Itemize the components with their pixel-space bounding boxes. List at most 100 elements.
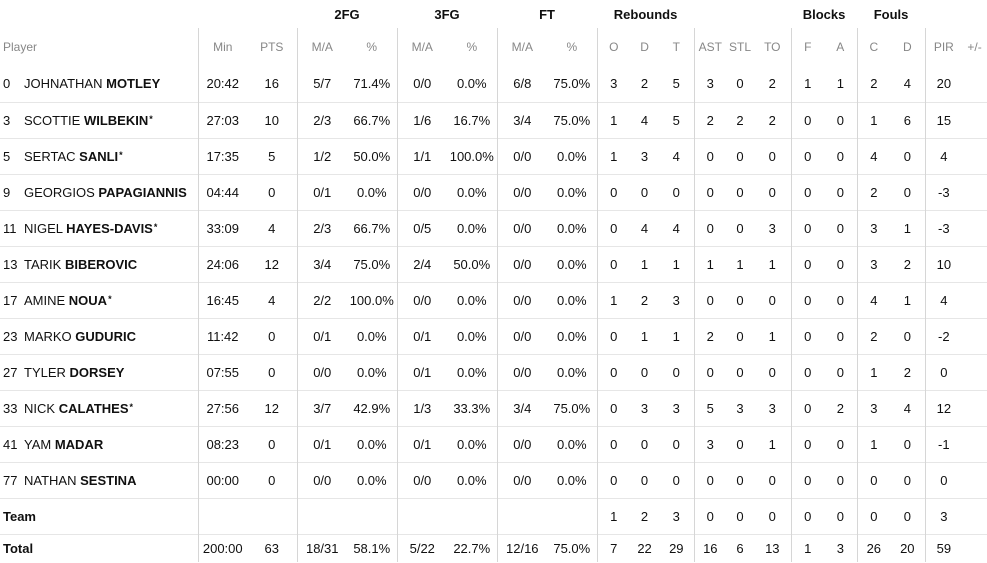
col-header-rebounds-total: T	[659, 28, 695, 66]
stat-blocks-against: 3	[824, 534, 858, 562]
stat-3fg-percent: 100.0%	[447, 138, 498, 174]
row-label-cell: Total	[0, 534, 199, 562]
stat-3fg-made-attempted	[397, 498, 447, 534]
stat-assists: 16	[703, 540, 718, 556]
player-cell[interactable]: 13 TARIK BIBEROVIC	[0, 246, 199, 282]
stat-min: 24:06	[206, 256, 240, 272]
stat-pts: 12	[247, 390, 298, 426]
group-header-blocks: Blocks	[802, 6, 846, 22]
stat-rebounds-defensive: 0	[640, 184, 649, 200]
player-cell[interactable]: 0 JOHNATHAN MOTLEY	[0, 66, 199, 102]
stat-rebounds-total: 29	[659, 534, 695, 562]
player-first-name: GEORGIOS	[24, 184, 95, 200]
stat-fouls-drawn: 4	[890, 66, 926, 102]
player-number: 27	[3, 364, 18, 380]
player-cell[interactable]: 9 GEORGIOS PAPAGIANNIS	[0, 174, 199, 210]
col-header-rebounds-offensive: O	[609, 40, 619, 54]
stat-ft-percent: 75.0%	[547, 390, 598, 426]
stat-3fg-percent: 22.7%	[447, 534, 498, 562]
stat-rebounds-total: 3	[659, 282, 695, 318]
stat-3fg-percent: 0.0%	[447, 426, 498, 462]
stat-ft-percent: 75.0%	[547, 66, 598, 102]
stat-rebounds-defensive: 3	[640, 400, 649, 416]
stat-fouls-committed: 1	[870, 436, 878, 452]
col-header-assists: AST	[698, 40, 722, 54]
stat-rebounds-defensive: 0	[640, 472, 649, 488]
player-first-name: NATHAN	[24, 472, 77, 488]
col-header-3fg-made-attempted: M/A	[411, 40, 433, 54]
stat-blocks-for: 0	[804, 472, 812, 488]
stat-pts: 0	[247, 426, 298, 462]
stat-2fg-made-attempted: 2/3	[313, 112, 332, 128]
stat-blocks-against: 0	[824, 426, 858, 462]
stat-pir: -3	[938, 184, 950, 200]
stat-assists: 3	[706, 76, 714, 92]
stat-min: 16:45	[206, 292, 240, 308]
stat-2fg-made-attempted: 3/4	[313, 256, 332, 272]
stat-min: 04:44	[206, 184, 240, 200]
stat-rebounds-defensive: 0	[640, 436, 649, 452]
player-cell[interactable]: 23 MARKO GUDURIC	[0, 318, 199, 354]
stat-ft-made-attempted: 0/0	[513, 184, 532, 200]
player-cell[interactable]: 77 NATHAN SESTINA	[0, 462, 199, 498]
stat-blocks-against: 0	[824, 498, 858, 534]
stat-2fg-made-attempted: 1/2	[313, 148, 332, 164]
player-cell[interactable]: 5 SERTAC SANLI*	[0, 138, 199, 174]
player-cell[interactable]: 17 AMINE NOUA*	[0, 282, 199, 318]
stat-rebounds-total: 5	[659, 66, 695, 102]
stat-plus-minus	[962, 210, 987, 246]
player-cell[interactable]: 41 YAM MADAR	[0, 426, 199, 462]
starter-mark: *	[108, 293, 112, 304]
stat-turnovers: 13	[754, 534, 792, 562]
player-row: 13 TARIK BIBEROVIC 24:06 12 3/4 75.0% 2/4 50.0%…	[0, 246, 987, 282]
stat-fouls-drawn: 0	[890, 426, 926, 462]
stat-3fg-percent: 0.0%	[447, 282, 498, 318]
player-last-name: DORSEY	[69, 364, 125, 380]
player-cell[interactable]: 33 NICK CALATHES*	[0, 390, 199, 426]
stat-turnovers: 0	[754, 498, 792, 534]
stat-steals: 0	[736, 184, 744, 200]
player-row: 11 NIGEL HAYES-DAVIS* 33:09 4 2/3 66.7% 0/5 0.0…	[0, 210, 987, 246]
boxscore-body: 0 JOHNATHAN MOTLEY 20:42 16 5/7 71.4% 0/0 0.0% 6…	[0, 66, 987, 562]
col-header-fouls-committed: C	[869, 40, 879, 54]
stat-rebounds-defensive: 1	[640, 256, 649, 272]
stat-turnovers: 0	[754, 174, 792, 210]
stat-2fg-made-attempted: 2/3	[313, 220, 332, 236]
player-first-name: AMINE	[24, 292, 66, 308]
stat-2fg-made-attempted	[297, 498, 347, 534]
player-cell[interactable]: 27 TYLER DORSEY	[0, 354, 199, 390]
stat-rebounds-total: 4	[659, 210, 695, 246]
stat-2fg-percent: 0.0%	[347, 426, 398, 462]
stat-rebounds-offensive: 1	[610, 508, 618, 524]
stat-ft-made-attempted: 0/0	[513, 472, 532, 488]
stat-blocks-against: 0	[824, 246, 858, 282]
stat-fouls-drawn: 0	[890, 462, 926, 498]
stat-blocks-for: 0	[804, 112, 812, 128]
group-header-spacer	[925, 0, 987, 28]
stat-rebounds-total: 0	[659, 462, 695, 498]
player-number: 0	[3, 76, 11, 92]
stat-2fg-made-attempted: 5/7	[313, 76, 332, 92]
player-cell[interactable]: 3 SCOTTIE WILBEKIN*	[0, 102, 199, 138]
stat-ft-percent: 0.0%	[547, 210, 598, 246]
group-header-row: 2FG 3FG FT Rebounds Blocks Fouls	[0, 0, 987, 28]
stat-fouls-drawn: 2	[890, 354, 926, 390]
stat-turnovers: 1	[754, 426, 792, 462]
stat-turnovers: 1	[754, 318, 792, 354]
stat-fouls-committed: 1	[870, 364, 878, 380]
stat-rebounds-offensive: 0	[610, 472, 618, 488]
player-number: 9	[3, 184, 11, 200]
row-label: Total	[3, 540, 34, 556]
stat-plus-minus	[962, 174, 987, 210]
stat-3fg-made-attempted: 0/0	[413, 76, 432, 92]
stat-ft-percent	[547, 498, 598, 534]
player-cell[interactable]: 11 NIGEL HAYES-DAVIS*	[0, 210, 199, 246]
stat-ft-made-attempted: 3/4	[513, 400, 532, 416]
stat-2fg-percent: 66.7%	[347, 210, 398, 246]
stat-fouls-drawn: 0	[890, 138, 926, 174]
player-number: 77	[3, 472, 18, 488]
stat-blocks-for: 0	[804, 436, 812, 452]
stat-pir: 4	[940, 292, 948, 308]
